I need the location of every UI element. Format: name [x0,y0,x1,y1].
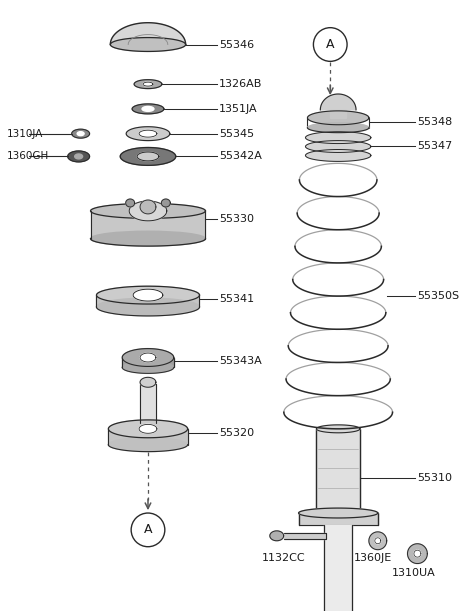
Ellipse shape [97,286,200,304]
Text: A: A [144,523,152,537]
Ellipse shape [120,147,176,165]
Ellipse shape [140,378,156,387]
Text: 55320: 55320 [219,428,254,438]
Ellipse shape [129,201,167,221]
Ellipse shape [97,298,200,316]
Ellipse shape [110,37,186,52]
Ellipse shape [90,231,205,246]
Text: 1326AB: 1326AB [219,79,263,89]
Polygon shape [299,513,378,525]
Ellipse shape [375,538,381,544]
Ellipse shape [407,544,427,564]
Text: 55345: 55345 [219,129,254,139]
Polygon shape [284,533,326,539]
Text: 1351JA: 1351JA [219,104,258,114]
Ellipse shape [143,82,153,86]
Polygon shape [320,94,356,110]
Ellipse shape [134,80,162,88]
Ellipse shape [72,129,89,138]
Text: 55348: 55348 [417,117,453,126]
Polygon shape [330,110,346,118]
Ellipse shape [108,438,187,452]
Text: 1310JA: 1310JA [6,129,43,139]
Ellipse shape [369,532,387,550]
Text: 55346: 55346 [219,39,254,50]
Ellipse shape [137,152,159,161]
Ellipse shape [414,550,421,557]
Ellipse shape [299,508,378,518]
Text: 1360GH: 1360GH [6,152,49,161]
Ellipse shape [140,353,156,362]
Text: 1310UA: 1310UA [391,569,435,578]
Ellipse shape [142,106,154,111]
Polygon shape [140,384,156,423]
Ellipse shape [77,131,84,136]
Ellipse shape [306,141,371,152]
Text: 1360JE: 1360JE [354,553,392,562]
Ellipse shape [75,154,82,159]
Polygon shape [90,211,205,239]
Ellipse shape [108,420,187,438]
Text: 1132CC: 1132CC [262,553,306,562]
Text: 55342A: 55342A [219,152,262,161]
Ellipse shape [308,111,369,125]
Ellipse shape [90,203,205,219]
Text: 55350S: 55350S [417,291,460,301]
Polygon shape [122,357,174,367]
Ellipse shape [308,123,369,133]
Polygon shape [108,429,187,445]
Ellipse shape [133,289,163,301]
Ellipse shape [126,126,170,141]
Ellipse shape [68,151,89,162]
Ellipse shape [270,531,284,541]
Ellipse shape [132,104,164,114]
Text: 55343A: 55343A [219,357,262,367]
Ellipse shape [162,199,171,207]
Text: 55310: 55310 [417,473,453,483]
Text: 55341: 55341 [219,294,254,304]
Ellipse shape [140,200,156,214]
Ellipse shape [317,425,360,433]
Text: 55330: 55330 [219,214,254,224]
Ellipse shape [306,131,371,144]
Ellipse shape [139,130,157,137]
Polygon shape [110,23,186,44]
Ellipse shape [306,149,371,161]
Ellipse shape [126,199,135,207]
Ellipse shape [139,424,157,433]
Polygon shape [97,295,200,307]
Text: A: A [326,38,334,51]
Ellipse shape [122,349,174,367]
Polygon shape [325,525,352,614]
Ellipse shape [122,362,174,373]
Text: 55347: 55347 [417,141,453,150]
Polygon shape [317,429,360,513]
